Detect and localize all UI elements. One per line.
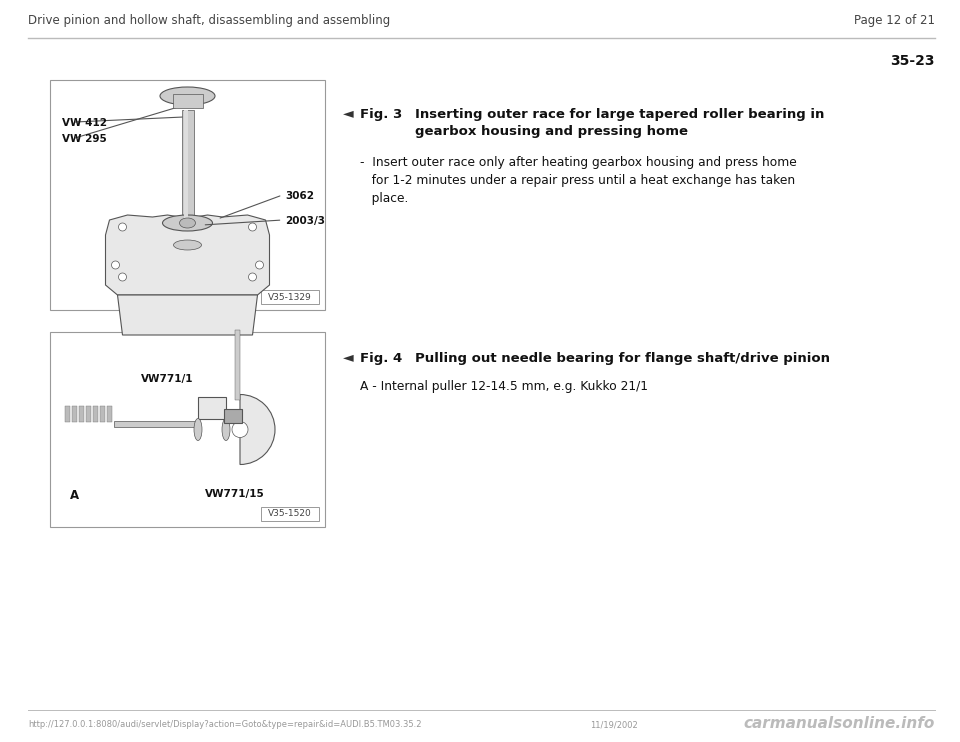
Bar [261, 507, 319, 521]
Text: V35-1329: V35-1329 [268, 292, 312, 301]
Text: ◄: ◄ [343, 350, 353, 364]
Bar [50, 80, 325, 310]
Polygon shape [106, 215, 270, 295]
Circle shape [118, 223, 127, 231]
Bar [86, 405, 91, 421]
Polygon shape [117, 295, 257, 335]
Ellipse shape [174, 240, 202, 250]
Circle shape [249, 273, 256, 281]
Text: carmanualsonline.info: carmanualsonline.info [744, 716, 935, 731]
Ellipse shape [160, 87, 215, 105]
Text: 35-23: 35-23 [891, 54, 935, 68]
Text: VW771/1: VW771/1 [141, 374, 194, 384]
Bar [107, 405, 112, 421]
Text: VW771/15: VW771/15 [205, 489, 265, 499]
Text: Fig. 3: Fig. 3 [360, 108, 402, 121]
Text: A - Internal puller 12-14.5 mm, e.g. Kukko 21/1: A - Internal puller 12-14.5 mm, e.g. Kuk… [360, 380, 648, 393]
Bar [72, 405, 77, 421]
Bar [100, 405, 105, 421]
Bar [65, 405, 70, 421]
Text: 11/19/2002: 11/19/2002 [590, 720, 637, 729]
Circle shape [255, 261, 263, 269]
Text: http://127.0.0.1:8080/audi/servlet/Display?action=Goto&type=repair&id=AUDI.B5.TM: http://127.0.0.1:8080/audi/servlet/Displ… [28, 720, 421, 729]
Bar [79, 405, 84, 421]
Bar [183, 110, 187, 218]
Text: -  Insert outer race only after heating gearbox housing and press home
   for 1-: - Insert outer race only after heating g… [360, 156, 797, 205]
Bar [181, 110, 194, 218]
Circle shape [249, 223, 256, 231]
Text: V35-1520: V35-1520 [268, 510, 312, 519]
Bar [235, 329, 240, 399]
Bar [261, 290, 319, 304]
Text: Drive pinion and hollow shaft, disassembling and assembling: Drive pinion and hollow shaft, disassemb… [28, 14, 391, 27]
Circle shape [232, 421, 248, 438]
Text: Inserting outer race for large tapered roller bearing in
gearbox housing and pre: Inserting outer race for large tapered r… [415, 108, 825, 138]
Bar [93, 405, 98, 421]
Bar [198, 396, 226, 418]
Text: 3062: 3062 [285, 191, 315, 201]
Text: A: A [70, 489, 79, 502]
Ellipse shape [162, 215, 212, 231]
Bar [173, 94, 203, 108]
Ellipse shape [222, 418, 230, 441]
Bar [114, 421, 198, 427]
Text: VW 412: VW 412 [62, 118, 107, 128]
Text: Pulling out needle bearing for flange shaft/drive pinion: Pulling out needle bearing for flange sh… [415, 352, 830, 365]
Circle shape [111, 261, 119, 269]
Bar [50, 332, 325, 527]
Wedge shape [240, 395, 275, 464]
Text: Page 12 of 21: Page 12 of 21 [854, 14, 935, 27]
Bar [224, 409, 242, 422]
Text: VW 295: VW 295 [62, 134, 107, 144]
Text: Fig. 4: Fig. 4 [360, 352, 402, 365]
Ellipse shape [180, 218, 196, 228]
Text: 2003/3: 2003/3 [285, 216, 325, 226]
Text: ◄: ◄ [343, 106, 353, 120]
Circle shape [118, 273, 127, 281]
Ellipse shape [194, 418, 202, 441]
